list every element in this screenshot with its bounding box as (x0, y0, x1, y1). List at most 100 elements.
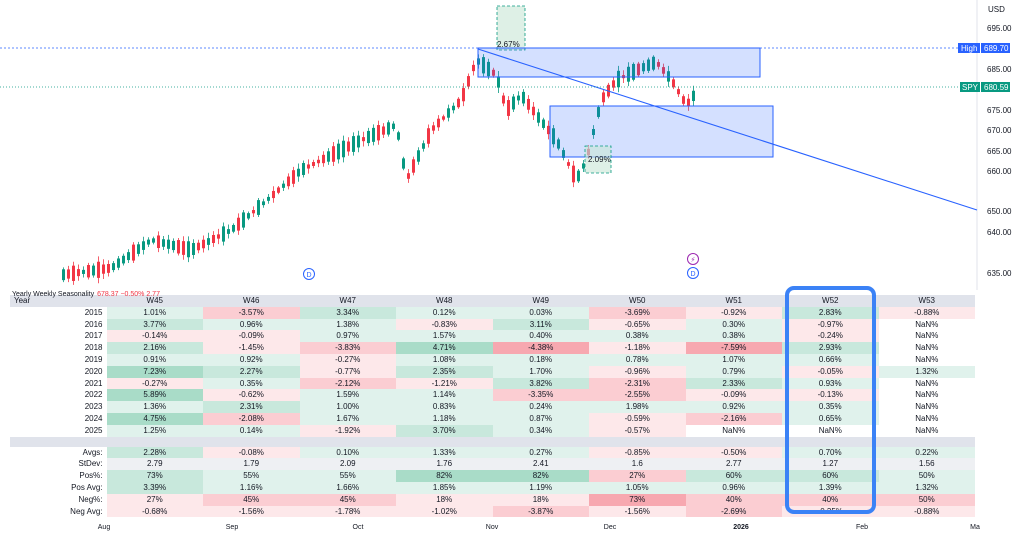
table-cell: 1.05% (589, 481, 686, 494)
trendline[interactable] (477, 48, 978, 211)
spacer-cell (589, 436, 686, 447)
table-cell: -1.18% (589, 342, 686, 354)
candle (462, 83, 465, 107)
spacer-cell (396, 436, 493, 447)
table-cell: 1.56 (878, 458, 975, 471)
table-cell: 40% (685, 493, 782, 506)
time-tick-label: Aug (97, 524, 111, 531)
header-cell: W49 (492, 295, 589, 307)
candle (692, 85, 695, 107)
indicator-legend[interactable]: Yearly Weekly Seasonality 678.37 −0.50% 2… (12, 291, 160, 298)
svg-text:D: D (691, 271, 696, 278)
table-cell: -3.35% (492, 389, 589, 402)
table-cell: -0.88% (878, 306, 975, 319)
table-cell: -1.56% (589, 505, 686, 518)
indicator-name: Yearly Weekly Seasonality (12, 291, 95, 298)
zone-box-lower[interactable] (549, 105, 774, 158)
candle (422, 140, 425, 152)
measure-box-down[interactable] (584, 145, 612, 174)
candle (602, 89, 605, 106)
table-cell: 1.33% (396, 446, 493, 459)
table-cell: 55% (203, 470, 300, 482)
table-cell: 2.41 (492, 458, 589, 471)
table-cell: 0.83% (396, 401, 493, 413)
table-cell: 1.01% (106, 306, 203, 319)
table-cell: 1.38% (299, 318, 396, 331)
spacer-cell (10, 436, 107, 447)
svg-text:⚡: ⚡ (691, 256, 696, 264)
table-cell: 0.96% (685, 481, 782, 494)
table-cell: 2.28% (106, 446, 203, 459)
table-cell: 2.09 (299, 458, 396, 471)
time-tick-label: Oct (352, 524, 364, 531)
table-cell: 1.16% (203, 481, 300, 494)
table-cell: 1.79 (203, 458, 300, 471)
candle (347, 137, 350, 156)
table-row: 2019 0.91% 0.92% -0.27% 1.08% 0.18% 0.78% 1.07%… (10, 353, 975, 366)
table-cell: -4.38% (492, 342, 589, 354)
row-label: Avgs: (10, 446, 107, 459)
candle (302, 160, 305, 178)
candle (97, 256, 100, 284)
candle (372, 124, 375, 146)
dividend-marker-icon[interactable]: D (303, 268, 315, 280)
candle (62, 267, 65, 283)
price-axis[interactable]: 695.00 685.00 675.00 670.00 665.00 660.00 650.… (987, 24, 1012, 278)
candle (447, 104, 450, 122)
zone-box-upper[interactable] (477, 47, 761, 78)
currency-label: USD (988, 5, 1005, 14)
svg-text:689.70: 689.70 (984, 44, 1009, 53)
row-label: Pos%: (10, 470, 107, 482)
dividend-marker-icon-2[interactable]: D (687, 267, 699, 279)
table-row: 2016 3.77% 0.96% 1.38% -0.83% 3.11% -0.65% 0.30… (10, 318, 975, 331)
candle (577, 169, 580, 183)
table-cell: 2.16% (106, 342, 203, 354)
table-cell: 1.98% (589, 401, 686, 413)
table-cell: -0.35% (782, 505, 879, 518)
time-axis[interactable]: Aug Sep Oct Nov Dec 2026 Feb Ma (0, 522, 1025, 542)
table-cell: 2.83% (782, 306, 879, 319)
table-cell: 1.70% (492, 365, 589, 378)
candle (292, 166, 295, 188)
table-cell: 1.14% (396, 389, 493, 402)
table-cell: -2.55% (589, 389, 686, 402)
split-marker-icon[interactable]: ⚡ (687, 253, 699, 265)
candle (512, 93, 515, 113)
table-cell: 0.38% (589, 330, 686, 343)
candle (322, 151, 325, 167)
candle (637, 61, 640, 78)
candle (392, 121, 395, 132)
candle (417, 147, 420, 165)
table-cell: 45% (299, 493, 396, 506)
candle (167, 234, 170, 254)
table-cell: 1.08% (396, 353, 493, 366)
table-cell: 45% (203, 493, 300, 506)
table-cell: -2.31% (589, 377, 686, 390)
table-cell: 5.89% (106, 389, 203, 402)
table-cell: 1.66% (299, 481, 396, 494)
measure-box-up[interactable] (496, 5, 526, 51)
table-cell: 0.92% (203, 353, 300, 366)
row-label: 2023 (10, 401, 107, 413)
row-label: 2015 (10, 306, 107, 319)
table-row: 2018 2.16% -1.45% -3.83% 4.71% -4.38% -1.18% -7… (10, 342, 975, 354)
table-cell: 60% (685, 470, 782, 482)
table-cell: -0.83% (396, 318, 493, 331)
header-cell: W48 (396, 295, 493, 307)
table-row: 2022 5.89% -0.62% 1.59% 1.14% -3.35% -2.55% -0.… (10, 389, 975, 402)
table-cell: 2.35% (396, 365, 493, 378)
table-cell: 82% (492, 470, 589, 482)
svg-text:High: High (961, 44, 977, 53)
table-cell: -0.88% (878, 505, 975, 518)
table-cell: 0.97% (299, 330, 396, 343)
row-label: 2025 (10, 424, 107, 437)
candle (92, 263, 95, 278)
candle (382, 123, 385, 139)
candle (267, 194, 270, 204)
candle (467, 73, 470, 90)
candle (387, 120, 390, 137)
candle (482, 54, 485, 77)
candle (427, 124, 430, 148)
header-cell: W52 (782, 295, 879, 307)
